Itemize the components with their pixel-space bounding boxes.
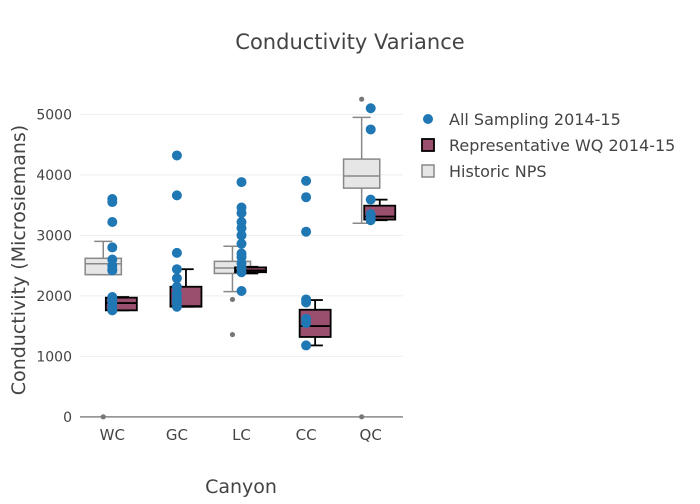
- x-axis-label: Canyon: [205, 476, 277, 498]
- historic-nps-outlier-point[interactable]: [229, 296, 236, 303]
- all-sampling-point[interactable]: [171, 150, 182, 161]
- x-tick-label: WC: [100, 426, 125, 444]
- all-sampling-point[interactable]: [171, 273, 182, 284]
- y-tick-label: 0: [63, 410, 72, 426]
- x-tick-label: CC: [296, 426, 317, 444]
- y-axis-label: Conductivity (Microsiemans): [8, 125, 30, 395]
- all-sampling-point[interactable]: [236, 238, 247, 249]
- historic-nps-box[interactable]: [342, 158, 381, 189]
- all-sampling-point[interactable]: [107, 265, 118, 276]
- all-sampling-point[interactable]: [365, 124, 376, 135]
- chart-title: Conductivity Variance: [235, 30, 464, 54]
- all-sampling-point[interactable]: [236, 285, 247, 296]
- all-sampling-point[interactable]: [236, 207, 247, 218]
- legend[interactable]: All Sampling 2014-15 Representative WQ 20…: [421, 110, 675, 181]
- y-tick-label: 4000: [36, 168, 72, 184]
- all-sampling-point[interactable]: [171, 247, 182, 258]
- all-sampling-point[interactable]: [301, 175, 312, 186]
- x-tick-label: GC: [166, 426, 188, 444]
- all-sampling-point[interactable]: [365, 103, 376, 114]
- all-sampling-point[interactable]: [171, 264, 182, 275]
- all-sampling-point[interactable]: [365, 194, 376, 205]
- all-sampling-point[interactable]: [236, 177, 247, 188]
- legend-swatch-representative-wq: [421, 138, 435, 152]
- all-sampling-point[interactable]: [107, 197, 118, 208]
- x-tick-label: QC: [360, 426, 382, 444]
- all-sampling-point[interactable]: [301, 226, 312, 237]
- all-sampling-point[interactable]: [107, 217, 118, 228]
- legend-label: Representative WQ 2014-15: [449, 136, 675, 155]
- historic-nps-outlier-point[interactable]: [100, 414, 106, 420]
- legend-marker-all-sampling: [423, 114, 433, 124]
- legend-item[interactable]: Historic NPS: [421, 162, 547, 181]
- plot-area: 0 1000 2000 3000 4000 5000 WC GC LC CC QC: [36, 96, 403, 444]
- historic-nps-outlier-point[interactable]: [359, 96, 365, 102]
- y-tick-label: 2000: [36, 289, 72, 305]
- all-sampling-point[interactable]: [365, 215, 376, 226]
- legend-swatch-historic-nps: [421, 164, 435, 178]
- y-tick-label: 3000: [36, 228, 72, 244]
- all-sampling-point[interactable]: [236, 223, 247, 234]
- all-sampling-point[interactable]: [236, 230, 247, 241]
- all-sampling-point[interactable]: [171, 190, 182, 201]
- y-tick-label: 5000: [36, 107, 72, 123]
- legend-label: Historic NPS: [449, 162, 547, 181]
- y-tick-label: 1000: [36, 349, 72, 365]
- all-sampling-point[interactable]: [301, 297, 312, 308]
- all-sampling-point[interactable]: [171, 301, 182, 312]
- all-sampling-point[interactable]: [301, 192, 312, 203]
- x-tick-label: LC: [232, 426, 251, 444]
- all-sampling-point[interactable]: [107, 242, 118, 253]
- all-sampling-point[interactable]: [107, 305, 118, 316]
- all-sampling-point[interactable]: [236, 267, 247, 278]
- all-sampling-point[interactable]: [301, 318, 312, 329]
- legend-label: All Sampling 2014-15: [449, 110, 621, 129]
- historic-nps-outlier-point[interactable]: [359, 414, 365, 420]
- historic-nps-outlier-point[interactable]: [229, 331, 236, 338]
- legend-item[interactable]: All Sampling 2014-15: [423, 110, 621, 129]
- all-sampling-point[interactable]: [301, 340, 312, 351]
- legend-item[interactable]: Representative WQ 2014-15: [421, 136, 675, 155]
